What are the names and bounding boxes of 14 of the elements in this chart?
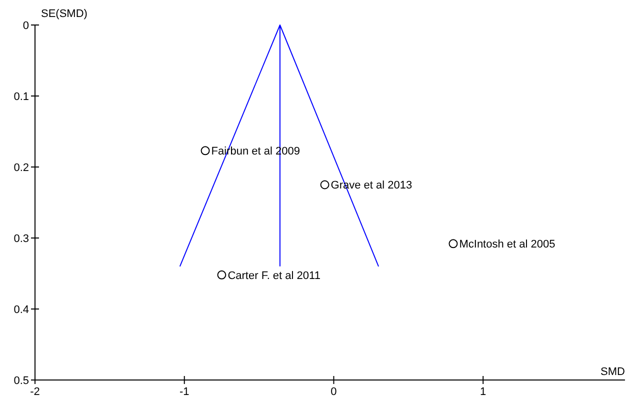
- x-axis-title: SMD: [600, 366, 626, 378]
- y-tick-label: 0.3: [14, 232, 29, 245]
- x-tick-label: 0: [330, 386, 337, 398]
- x-tick-label: -2: [30, 386, 40, 398]
- annotation: Carter F. et al 2011: [228, 270, 320, 282]
- y-tick-label: 0.5: [14, 374, 29, 387]
- y-axis-title: SE(SMD): [41, 8, 88, 20]
- annotation: McIntosh et al 2005: [459, 238, 556, 251]
- y-tick-label: 0.1: [14, 90, 29, 103]
- x-tick-label: 1: [480, 386, 486, 398]
- y-tick-label: 0: [22, 20, 29, 32]
- x-tick-label: -1: [179, 386, 190, 398]
- y-tick-label: 0.2: [14, 162, 29, 174]
- y-tick-label: 0.4: [14, 304, 29, 316]
